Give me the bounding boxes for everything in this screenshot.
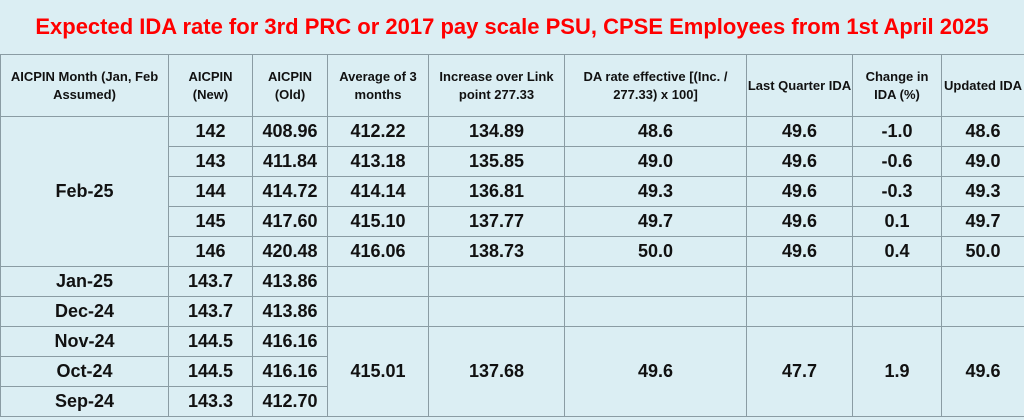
data-cell: 49.0 [941,146,1024,177]
month-cell: Sep-24 [0,386,169,417]
month-cell: Feb-25 [0,116,169,267]
empty-cell [941,266,1024,297]
data-cell: 411.84 [252,146,328,177]
data-cell: 144.5 [168,356,253,387]
data-cell: 136.81 [428,176,565,207]
table-row: 144 414.72 414.14 136.81 49.3 49.6 -0.3 49.3 [1,176,1024,207]
empty-cell [746,296,853,327]
data-cell: 146 [168,236,253,267]
table-row: Nov-24 144.5 416.16 415.01 137.68 49.6 47.7 1.9… [0,326,1024,417]
empty-cell [852,296,942,327]
empty-cell [746,266,853,297]
data-cell: 138.73 [428,236,565,267]
column-header: Updated IDA [941,54,1024,117]
table-row: Dec-24 143.7 413.86 [0,296,1024,327]
empty-cell [564,266,747,297]
month-cell: Dec-24 [0,296,169,327]
data-cell: 0.1 [852,206,942,237]
summary-cell: 49.6 [564,326,747,417]
data-cell: -1.0 [852,116,942,147]
data-cell: 416.16 [252,356,328,387]
data-cell: 49.3 [941,176,1024,207]
column-header: AICPIN (Old) [252,54,328,117]
column-header: AICPIN (New) [168,54,253,117]
summary-cell: 49.6 [941,326,1024,417]
summary-cell: 47.7 [746,326,853,417]
data-cell: 417.60 [252,206,328,237]
data-cell: 143.7 [168,296,253,327]
table-row: Sep-24 143.3 412.70 [0,386,1024,417]
summary-cell: 137.68 [428,326,565,417]
data-cell: 144 [168,176,253,207]
data-cell: 143.3 [168,386,253,417]
empty-cell [327,296,429,327]
data-cell: 145 [168,206,253,237]
data-cell: 413.18 [327,146,429,177]
data-cell: 49.0 [564,146,747,177]
data-cell: 142 [168,116,253,147]
empty-cell [941,296,1024,327]
data-cell: 134.89 [428,116,565,147]
month-cell: Oct-24 [0,356,169,387]
table-row: Jan-25 143.7 413.86 [0,266,1024,297]
data-cell: 413.86 [252,266,328,297]
month-cell: Nov-24 [0,326,169,357]
data-cell: -0.6 [852,146,942,177]
empty-cell [327,266,429,297]
data-cell: 415.10 [327,206,429,237]
column-header: DA rate effective [(Inc. / 277.33) x 100… [564,54,747,117]
table-row: AICPIN Month (Jan, Feb Assumed) AICPIN (N… [0,54,1024,117]
title: Expected IDA rate for 3rd PRC or 2017 pa… [35,14,989,39]
data-cell: 416.06 [327,236,429,267]
data-cell: 143.7 [168,266,253,297]
data-cell: 413.86 [252,296,328,327]
data-cell: 414.14 [327,176,429,207]
data-cell: 50.0 [941,236,1024,267]
data-cell: 416.16 [252,326,328,357]
data-cell: -0.3 [852,176,942,207]
column-header: Change in IDA (%) [852,54,942,117]
data-cell: 49.6 [746,116,853,147]
month-cell: Jan-25 [0,266,169,297]
ida-table: AICPIN Month (Jan, Feb Assumed) AICPIN (N… [0,54,1024,417]
data-cell: 420.48 [252,236,328,267]
table-row: Feb-25 142 408.96 412.22 134.89 48.6 49.6 -1.0 4… [0,116,1024,267]
column-header: Average of 3 months [327,54,429,117]
data-cell: 48.6 [564,116,747,147]
data-cell: 49.6 [746,236,853,267]
data-cell: 137.77 [428,206,565,237]
data-cell: 414.72 [252,176,328,207]
data-cell: 408.96 [252,116,328,147]
data-cell: 49.6 [746,146,853,177]
summary-cell: 415.01 [327,326,429,417]
empty-cell [852,266,942,297]
table-row: 143 411.84 413.18 135.85 49.0 49.6 -0.6 49.0 [1,146,1024,177]
table-row: 146 420.48 416.06 138.73 50.0 49.6 0.4 50.0 [1,236,1024,267]
data-cell: 49.7 [564,206,747,237]
empty-cell [428,296,565,327]
column-header: Last Quarter IDA [746,54,853,117]
column-header: Increase over Link point 277.33 [428,54,565,117]
data-cell: 49.6 [746,176,853,207]
data-cell: 0.4 [852,236,942,267]
data-cell: 135.85 [428,146,565,177]
data-cell: 49.7 [941,206,1024,237]
data-cell: 412.22 [327,116,429,147]
data-cell: 412.70 [252,386,328,417]
empty-cell [428,266,565,297]
data-cell: 144.5 [168,326,253,357]
empty-cell [564,296,747,327]
column-header: AICPIN Month (Jan, Feb Assumed) [0,54,169,117]
table-row: 145 417.60 415.10 137.77 49.7 49.6 0.1 49.7 [1,206,1024,237]
data-cell: 48.6 [941,116,1024,147]
data-cell: 143 [168,146,253,177]
data-cell: 50.0 [564,236,747,267]
data-cell: 49.3 [564,176,747,207]
data-cell: 49.6 [746,206,853,237]
summary-cell: 1.9 [852,326,942,417]
